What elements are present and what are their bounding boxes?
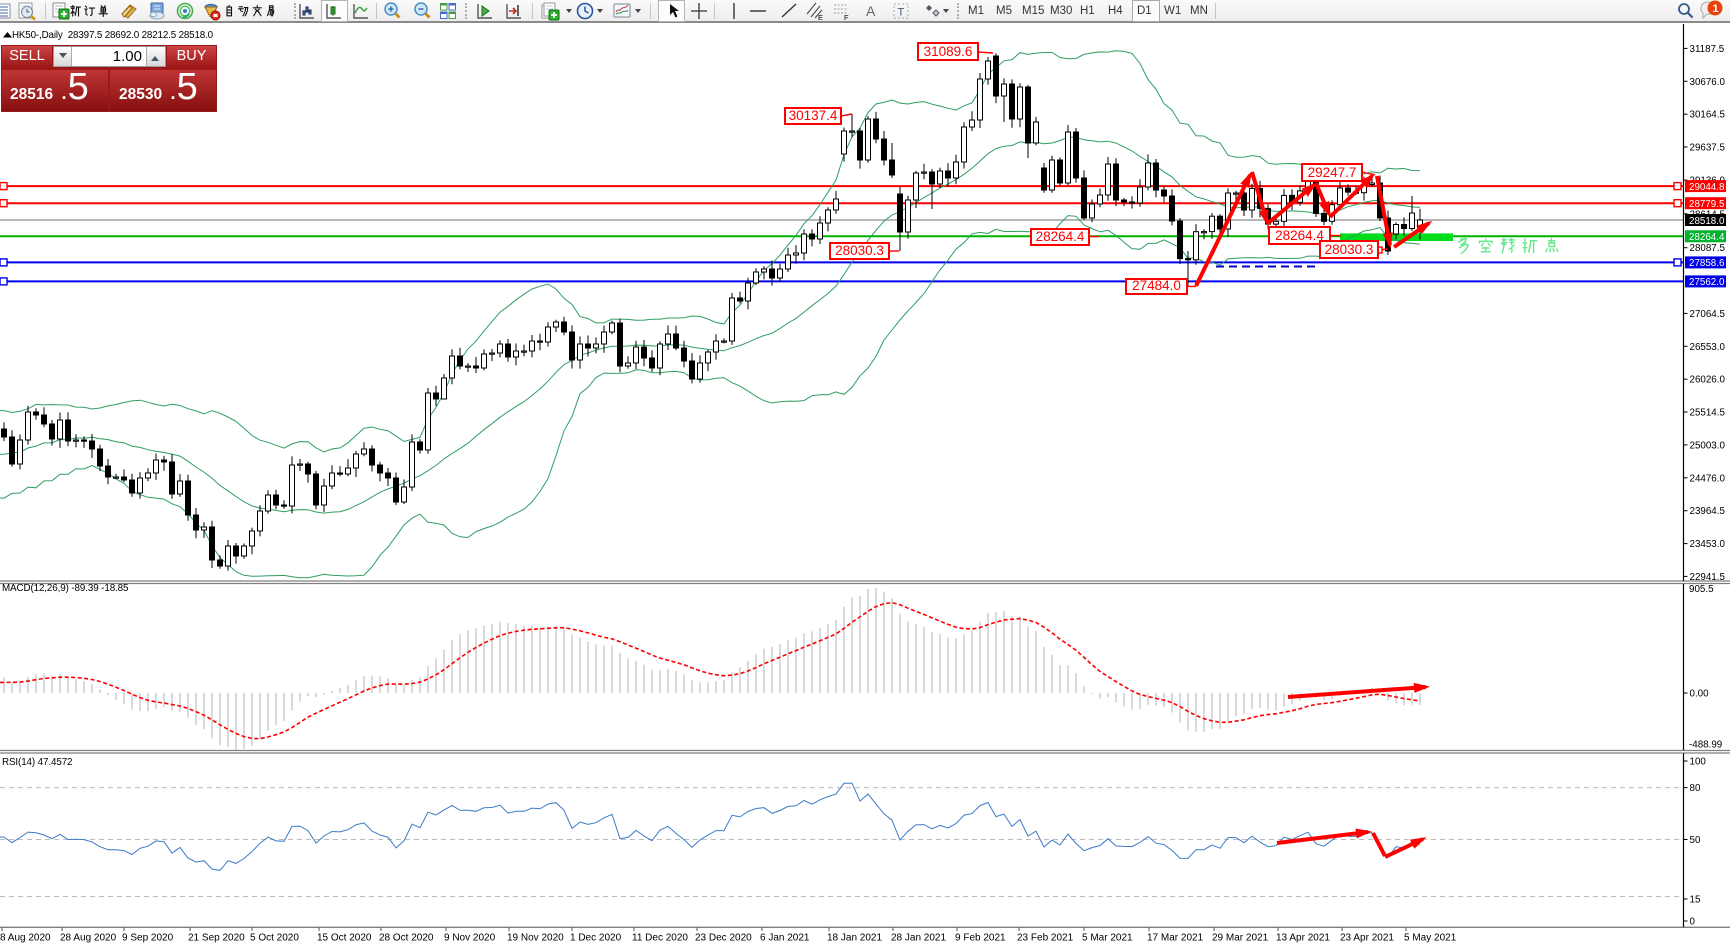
svg-text:28264.4: 28264.4 — [1036, 229, 1085, 244]
svg-text:80: 80 — [1690, 783, 1701, 794]
svg-text:30137.4: 30137.4 — [789, 108, 838, 123]
svg-text:0: 0 — [1690, 917, 1696, 928]
svg-text:29247.7: 29247.7 — [1308, 165, 1357, 180]
svg-text:28 Jan 2021: 28 Jan 2021 — [891, 933, 946, 944]
svg-text:18 Jan 2021: 18 Jan 2021 — [827, 933, 882, 944]
svg-text:29637.5: 29637.5 — [1690, 143, 1726, 154]
svg-text:E: E — [818, 13, 823, 21]
svg-text:HK50-,Daily 28397.5 28692.0 2: HK50-,Daily 28397.5 28692.0 28212.5 2851… — [12, 30, 214, 41]
svg-text:30164.5: 30164.5 — [1690, 110, 1726, 121]
svg-text:MACD(12,26,9) -89.39 -18.85: MACD(12,26,9) -89.39 -18.85 — [2, 583, 129, 594]
svg-text:905.5: 905.5 — [1689, 584, 1714, 595]
svg-text:17 Mar 2021: 17 Mar 2021 — [1147, 933, 1204, 944]
svg-text:22941.5: 22941.5 — [1690, 572, 1726, 583]
svg-text:-488.99: -488.99 — [1689, 740, 1722, 751]
svg-text:T: T — [898, 7, 905, 19]
svg-text:1: 1 — [1713, 3, 1719, 15]
svg-text:28518.0: 28518.0 — [1689, 216, 1725, 227]
svg-text:28779.5: 28779.5 — [1689, 199, 1725, 210]
svg-text:13 Apr 2021: 13 Apr 2021 — [1276, 933, 1330, 944]
svg-text:19 Nov 2020: 19 Nov 2020 — [507, 933, 564, 944]
svg-text:28 Aug 2020: 28 Aug 2020 — [60, 933, 117, 944]
svg-text:9 Nov 2020: 9 Nov 2020 — [444, 933, 496, 944]
svg-text:A: A — [866, 3, 876, 19]
svg-text:27484.0: 27484.0 — [1132, 278, 1181, 293]
svg-text:29044.8: 29044.8 — [1689, 182, 1725, 193]
svg-text:27858.6: 27858.6 — [1689, 258, 1725, 269]
svg-text:15 Oct 2020: 15 Oct 2020 — [317, 933, 372, 944]
svg-text:23 Feb 2021: 23 Feb 2021 — [1017, 933, 1074, 944]
svg-text:26026.0: 26026.0 — [1690, 375, 1726, 386]
svg-text:0.00: 0.00 — [1690, 689, 1710, 700]
svg-text:29 Mar 2021: 29 Mar 2021 — [1212, 933, 1269, 944]
svg-text:23 Apr 2021: 23 Apr 2021 — [1340, 933, 1394, 944]
svg-text:F: F — [844, 13, 849, 21]
svg-text:21 Sep 2020: 21 Sep 2020 — [188, 933, 245, 944]
svg-text:28030.3: 28030.3 — [1325, 242, 1374, 257]
svg-text:28264.4: 28264.4 — [1689, 232, 1725, 243]
svg-text:31089.6: 31089.6 — [924, 44, 973, 59]
svg-text:28030.3: 28030.3 — [835, 243, 884, 258]
svg-text:1 Dec 2020: 1 Dec 2020 — [570, 933, 622, 944]
svg-text:23964.5: 23964.5 — [1690, 506, 1726, 517]
svg-text:27064.5: 27064.5 — [1690, 309, 1726, 320]
svg-text:28 Oct 2020: 28 Oct 2020 — [379, 933, 434, 944]
svg-text:5 Oct 2020: 5 Oct 2020 — [250, 933, 299, 944]
svg-text:50: 50 — [1690, 835, 1701, 846]
svg-text:24476.0: 24476.0 — [1690, 473, 1726, 484]
svg-text:23453.0: 23453.0 — [1690, 539, 1726, 550]
svg-text:27562.0: 27562.0 — [1689, 277, 1725, 288]
svg-text:5 Mar 2021: 5 Mar 2021 — [1082, 933, 1133, 944]
svg-text:5 May 2021: 5 May 2021 — [1404, 933, 1457, 944]
svg-text:15: 15 — [1690, 895, 1701, 906]
svg-text:RSI(14) 47.4572: RSI(14) 47.4572 — [2, 757, 72, 768]
svg-text:31187.5: 31187.5 — [1690, 44, 1725, 55]
svg-text:30676.0: 30676.0 — [1690, 77, 1726, 88]
svg-text:26553.0: 26553.0 — [1690, 342, 1726, 353]
svg-text:6 Jan 2021: 6 Jan 2021 — [760, 933, 810, 944]
svg-text:28087.5: 28087.5 — [1690, 243, 1726, 254]
svg-text:28264.4: 28264.4 — [1275, 228, 1324, 243]
svg-text:23 Dec 2020: 23 Dec 2020 — [695, 933, 752, 944]
svg-text:9 Sep 2020: 9 Sep 2020 — [122, 933, 174, 944]
svg-text:100: 100 — [1690, 757, 1707, 768]
svg-text:8 Aug 2020: 8 Aug 2020 — [0, 933, 51, 944]
svg-text:11 Dec 2020: 11 Dec 2020 — [632, 933, 688, 944]
svg-text:9 Feb 2021: 9 Feb 2021 — [955, 933, 1006, 944]
svg-text:25514.5: 25514.5 — [1690, 408, 1726, 419]
svg-text:25003.0: 25003.0 — [1690, 440, 1726, 451]
